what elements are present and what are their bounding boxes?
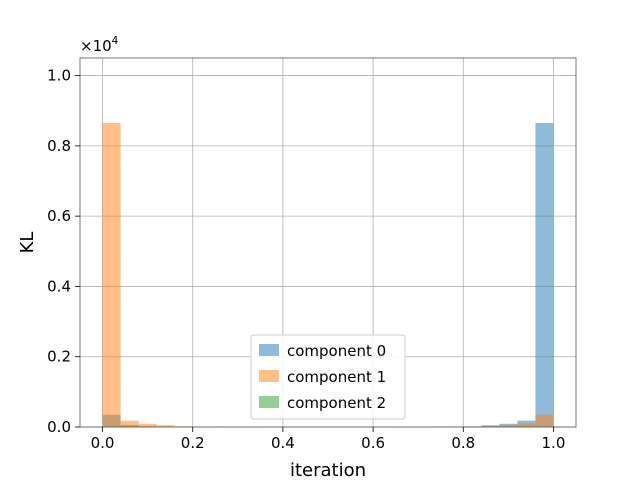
histogram-bar-series-1: [139, 424, 157, 427]
x-axis-label: iteration: [290, 460, 366, 480]
histogram-bar-series-1: [121, 421, 139, 427]
y-tick-label: 0.8: [47, 137, 71, 155]
legend-swatch: [259, 344, 279, 356]
legend-label: component 2: [287, 394, 386, 412]
x-tick-label: 0.2: [181, 434, 205, 452]
y-scale-base: ×10: [80, 37, 112, 55]
histogram-bar-series-1: [535, 415, 553, 427]
histogram-bar-series-0: [535, 123, 553, 427]
y-tick-label: 0.4: [47, 277, 71, 295]
y-tick-label: 0.0: [47, 418, 71, 436]
legend-label: component 1: [287, 368, 386, 386]
y-tick-label: 0.6: [47, 207, 71, 225]
legend-swatch: [259, 396, 279, 408]
legend: component 0 component 1 component 2: [251, 335, 405, 419]
x-tick-label: 0.4: [271, 434, 295, 452]
y-tick-label: 0.2: [47, 348, 71, 366]
x-tick-label: 0.8: [451, 434, 475, 452]
legend-label: component 0: [287, 342, 386, 360]
histogram-bar-series-1: [517, 423, 535, 427]
x-tick-label: 0.0: [91, 434, 115, 452]
x-tick-label: 1.0: [542, 434, 566, 452]
legend-swatch: [259, 370, 279, 382]
y-tick-label: 1.0: [47, 67, 71, 85]
x-tick-label: 0.6: [361, 434, 385, 452]
histogram-bar-series-1: [103, 123, 121, 427]
y-axis-label: KL: [17, 232, 38, 254]
y-scale-exponent: 4: [112, 35, 119, 47]
